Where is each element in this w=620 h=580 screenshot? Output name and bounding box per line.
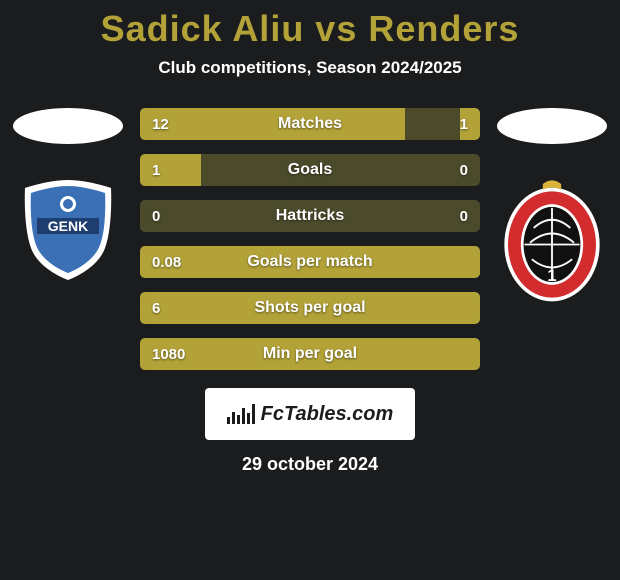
- brand-text: FcTables.com: [261, 403, 394, 426]
- genk-crest-icon: GENK: [13, 174, 123, 284]
- stat-val-right: 1: [460, 116, 468, 133]
- stat-row-hattricks: 0 Hattricks 0: [140, 200, 480, 232]
- player-left-avatar-placeholder: [13, 108, 123, 144]
- stat-label: Shots per goal: [140, 299, 480, 317]
- comparison-subtitle: Club competitions, Season 2024/2025: [0, 58, 620, 78]
- stat-row-shots-per-goal: 6 Shots per goal: [140, 292, 480, 324]
- club-badge-right: 1: [497, 184, 607, 294]
- brand-badge[interactable]: FcTables.com: [205, 388, 415, 440]
- stat-row-min-per-goal: 1080 Min per goal: [140, 338, 480, 370]
- stat-val-right: 0: [460, 208, 468, 225]
- player-right-avatar-placeholder: [497, 108, 607, 144]
- main-row: GENK 12 Matches 1 1 Goals 0: [0, 108, 620, 370]
- stat-label: Goals: [140, 161, 480, 179]
- snapshot-date: 29 october 2024: [0, 454, 620, 475]
- brand-bars-icon: [227, 404, 255, 424]
- comparison-title: Sadick Aliu vs Renders: [0, 8, 620, 50]
- right-side: 1: [492, 108, 612, 294]
- stat-row-goals-per-match: 0.08 Goals per match: [140, 246, 480, 278]
- stats-column: 12 Matches 1 1 Goals 0 0 Hattricks 0: [140, 108, 480, 370]
- comparison-card: Sadick Aliu vs Renders Club competitions…: [0, 0, 620, 580]
- stat-val-right: 0: [460, 162, 468, 179]
- antwerp-crest-icon: 1: [497, 174, 607, 304]
- stat-label: Hattricks: [140, 207, 480, 225]
- stat-label: Goals per match: [140, 253, 480, 271]
- antwerp-number: 1: [547, 267, 556, 285]
- stat-label: Matches: [140, 115, 480, 133]
- stat-label: Min per goal: [140, 345, 480, 363]
- stat-row-matches: 12 Matches 1: [140, 108, 480, 140]
- stat-row-goals: 1 Goals 0: [140, 154, 480, 186]
- left-side: GENK: [8, 108, 128, 284]
- genk-text: GENK: [48, 218, 88, 234]
- club-badge-left: GENK: [13, 174, 123, 284]
